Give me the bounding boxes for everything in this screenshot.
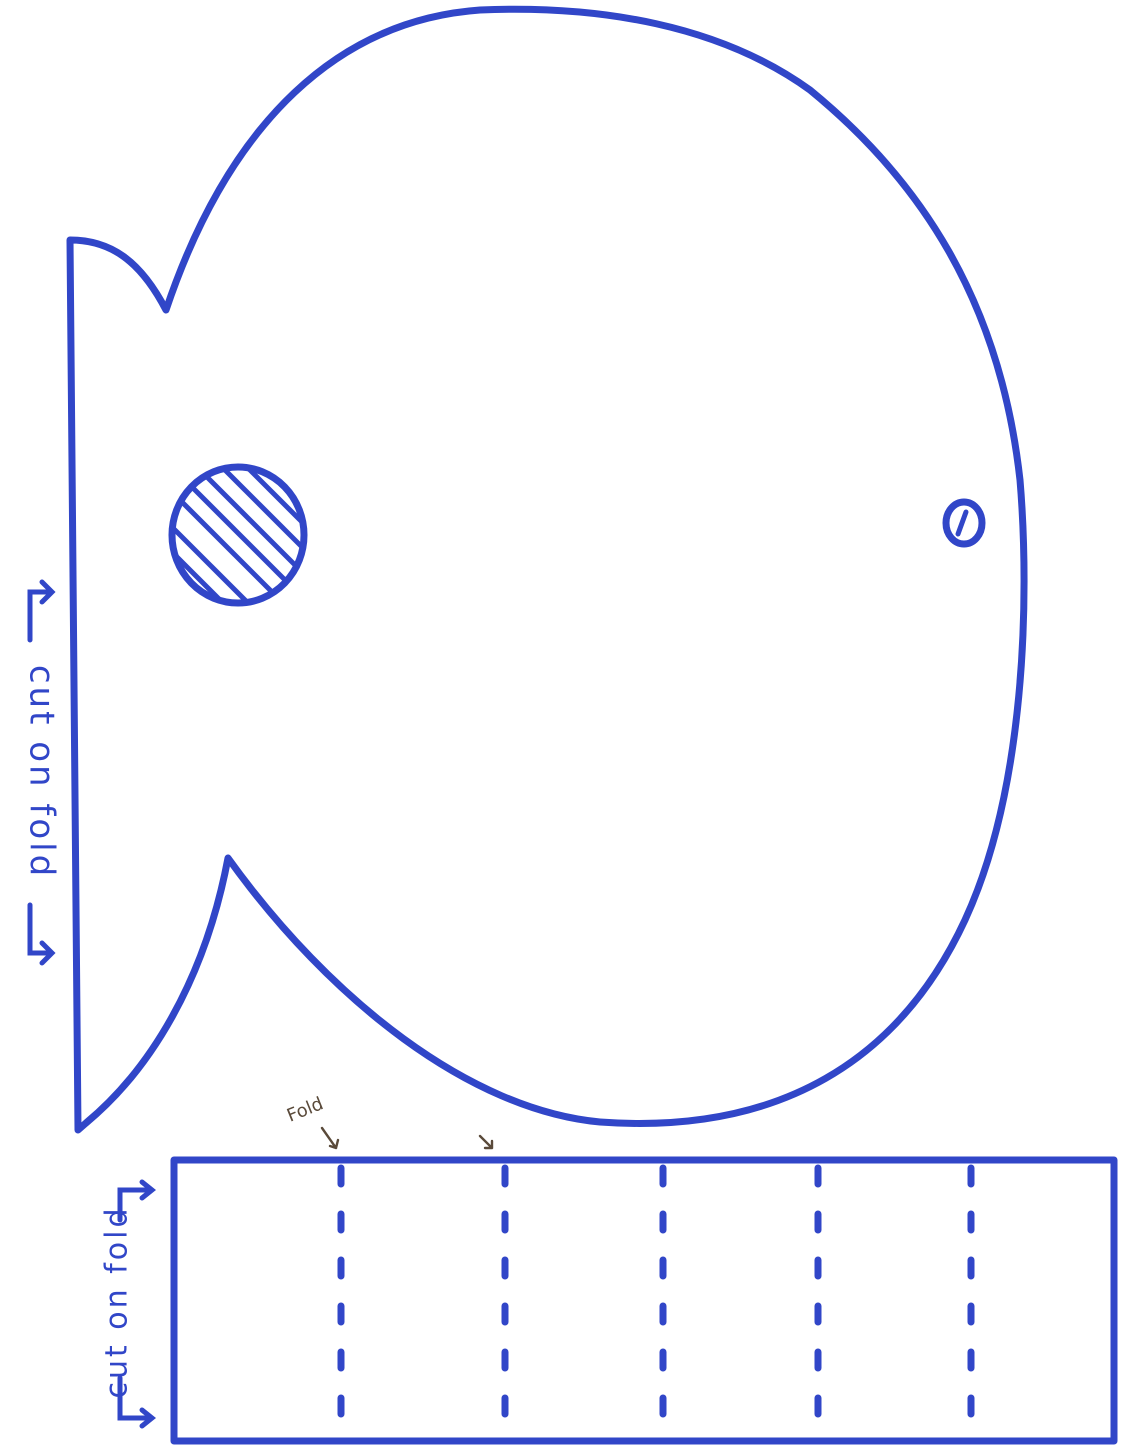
whale-outline [66, 5, 1028, 1134]
strip-arrow-top-icon [117, 1179, 157, 1223]
fold-arrow-1-icon [320, 1126, 340, 1150]
strip-cut-on-fold: cut on fold [100, 1179, 157, 1429]
whale-shape [66, 5, 1028, 1134]
whale-cut-label: cut on fold [22, 665, 62, 879]
whale-cut-on-fold: cut on fold [22, 579, 62, 966]
fold-arrow-2-icon [478, 1134, 494, 1150]
fold-label: Fold [284, 1093, 326, 1126]
strip-arrow-bottom-icon [117, 1375, 157, 1429]
arrow-top-icon [27, 579, 56, 643]
blowhole [168, 463, 308, 607]
tail-strip: cut on fold Fold [100, 1093, 1118, 1445]
strip-outline [170, 1156, 1118, 1445]
strip-cut-label: cut on fold [100, 1205, 135, 1398]
arrow-bottom-icon [27, 902, 56, 966]
eye-outline [942, 498, 986, 548]
eye [942, 498, 986, 548]
blowhole-outline [168, 463, 308, 607]
fold-annotation: Fold [284, 1093, 494, 1150]
blowhole-hatching [172, 467, 304, 603]
eye-pupil [955, 509, 969, 537]
